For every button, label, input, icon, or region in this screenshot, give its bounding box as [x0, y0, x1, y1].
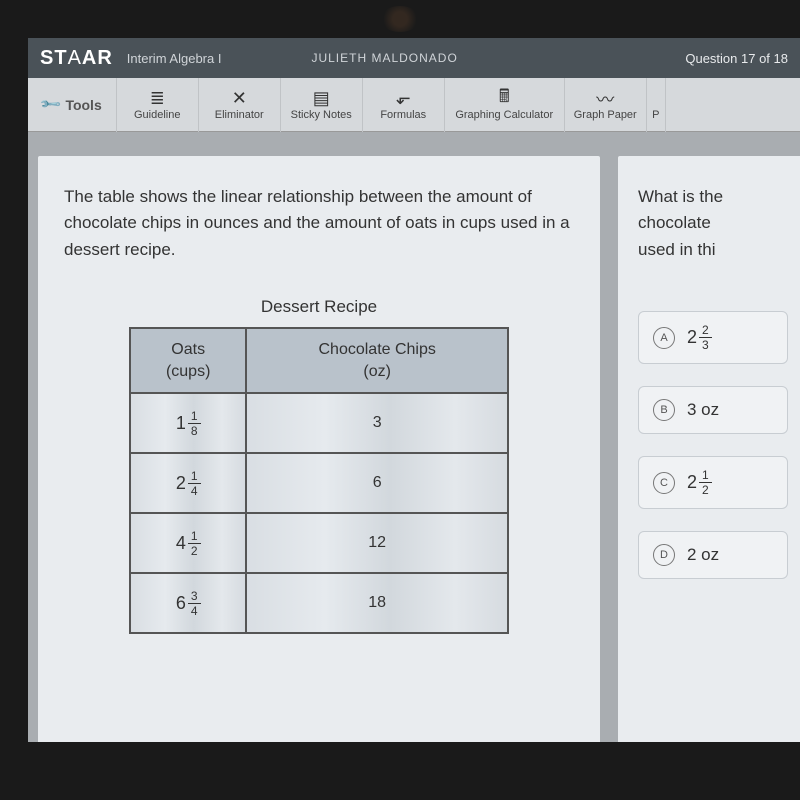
- mixed-number: 2 14: [176, 470, 201, 497]
- table-row: 1 18 3: [130, 393, 508, 453]
- whole-part: 2: [176, 473, 186, 494]
- fraction: 14: [188, 470, 201, 497]
- tools-label: 🔧 Tools: [28, 96, 116, 113]
- tool-sticky-notes[interactable]: ▤ Sticky Notes: [280, 78, 362, 132]
- tool-label: Formulas: [380, 109, 426, 121]
- calculator-icon: 🖩: [499, 89, 510, 109]
- mixed-number: 6 34: [176, 590, 201, 617]
- formulas-icon: ⬐: [396, 89, 411, 109]
- choice-letter: C: [653, 472, 675, 494]
- mixed-number: 2 12: [687, 469, 712, 496]
- oats-cell: 1 18: [130, 393, 246, 453]
- choice-text: 3 oz: [687, 400, 719, 420]
- fraction: 12: [188, 530, 201, 557]
- prompt-text: chocolate: [638, 213, 711, 232]
- chips-cell: 6: [246, 453, 508, 513]
- table-row: 2 14 6: [130, 453, 508, 513]
- whole-part: 6: [176, 593, 186, 614]
- guideline-icon: ≣: [150, 89, 165, 109]
- choice-letter: D: [653, 544, 675, 566]
- answer-choice-b[interactable]: B 3 oz: [638, 386, 788, 434]
- oats-cell: 6 34: [130, 573, 246, 633]
- tool-graph-paper[interactable]: 〰 Graph Paper: [564, 78, 646, 132]
- wrench-icon: 🔧: [39, 92, 63, 116]
- tool-label: P: [652, 109, 659, 121]
- col-chips-header: Chocolate Chips (oz): [246, 328, 508, 393]
- question-panel: The table shows the linear relationship …: [38, 156, 600, 742]
- toolbar: 🔧 Tools ≣ Guideline ✕ Eliminator ▤ Stick…: [28, 78, 800, 132]
- oats-cell: 2 14: [130, 453, 246, 513]
- whole-part: 2: [687, 472, 697, 493]
- header-text: (cups): [166, 363, 210, 380]
- tool-label: Guideline: [134, 109, 180, 121]
- device-camera: [380, 6, 420, 32]
- tool-label: Graphing Calculator: [455, 109, 553, 121]
- header-text: (oz): [363, 363, 391, 380]
- table-row: 6 34 18: [130, 573, 508, 633]
- subject-label: Interim Algebra I: [127, 51, 222, 66]
- whole-part: 1: [176, 413, 186, 434]
- answer-choice-c[interactable]: C 2 12: [638, 456, 788, 509]
- fraction: 12: [699, 469, 712, 496]
- logo-part: ST: [40, 47, 68, 69]
- choice-text: 2 oz: [687, 545, 719, 565]
- tool-label: Eliminator: [215, 109, 264, 121]
- logo-part: AR: [82, 47, 113, 69]
- tool-label: Graph Paper: [574, 109, 637, 121]
- oats-cell: 4 12: [130, 513, 246, 573]
- fraction: 34: [188, 590, 201, 617]
- tools-text: Tools: [65, 97, 101, 113]
- choice-letter: B: [653, 399, 675, 421]
- fraction: 18: [188, 410, 201, 437]
- tool-graphing-calculator[interactable]: 🖩 Graphing Calculator: [444, 78, 564, 132]
- fraction: 23: [699, 324, 712, 351]
- chips-cell: 18: [246, 573, 508, 633]
- table-header-row: Oats (cups) Chocolate Chips (oz): [130, 328, 508, 393]
- tool-eliminator[interactable]: ✕ Eliminator: [198, 78, 280, 132]
- header-text: Chocolate Chips: [318, 341, 435, 358]
- answer-choice-d[interactable]: D 2 oz: [638, 531, 788, 579]
- top-bar: STAAR Interim Algebra I JULIETH MALDONAD…: [28, 38, 800, 78]
- mixed-number: 4 12: [176, 530, 201, 557]
- col-oats-header: Oats (cups): [130, 328, 246, 393]
- tool-label: Sticky Notes: [291, 109, 352, 121]
- header-text: Oats: [171, 341, 205, 358]
- tool-cutoff[interactable]: P: [646, 78, 666, 132]
- eliminator-icon: ✕: [232, 89, 247, 109]
- chips-cell: 12: [246, 513, 508, 573]
- mixed-number: 2 23: [687, 324, 712, 351]
- sticky-notes-icon: ▤: [313, 89, 330, 109]
- question-counter: Question 17 of 18: [685, 51, 788, 66]
- recipe-table: Oats (cups) Chocolate Chips (oz) 1 18: [129, 327, 509, 634]
- whole-part: 2: [687, 327, 697, 348]
- prompt-text: What is the: [638, 187, 723, 206]
- answer-prompt: What is the chocolate used in thi: [638, 184, 788, 263]
- student-name: JULIETH MALDONADO: [311, 51, 457, 65]
- graph-paper-icon: 〰: [596, 89, 614, 109]
- tool-formulas[interactable]: ⬐ Formulas: [362, 78, 444, 132]
- tool-guideline[interactable]: ≣ Guideline: [116, 78, 198, 132]
- table-title: Dessert Recipe: [64, 297, 574, 317]
- content-area: The table shows the linear relationship …: [28, 132, 800, 742]
- app-screen: STAAR Interim Algebra I JULIETH MALDONAD…: [28, 38, 800, 742]
- prompt-text: used in thi: [638, 240, 716, 259]
- logo-part: A: [68, 47, 82, 69]
- mixed-number: 1 18: [176, 410, 201, 437]
- table-row: 4 12 12: [130, 513, 508, 573]
- question-stem: The table shows the linear relationship …: [64, 184, 574, 263]
- answers-panel: What is the chocolate used in thi A 2 23…: [618, 156, 800, 742]
- chips-cell: 3: [246, 393, 508, 453]
- answer-choice-a[interactable]: A 2 23: [638, 311, 788, 364]
- whole-part: 4: [176, 533, 186, 554]
- staar-logo: STAAR: [40, 47, 113, 70]
- choice-letter: A: [653, 327, 675, 349]
